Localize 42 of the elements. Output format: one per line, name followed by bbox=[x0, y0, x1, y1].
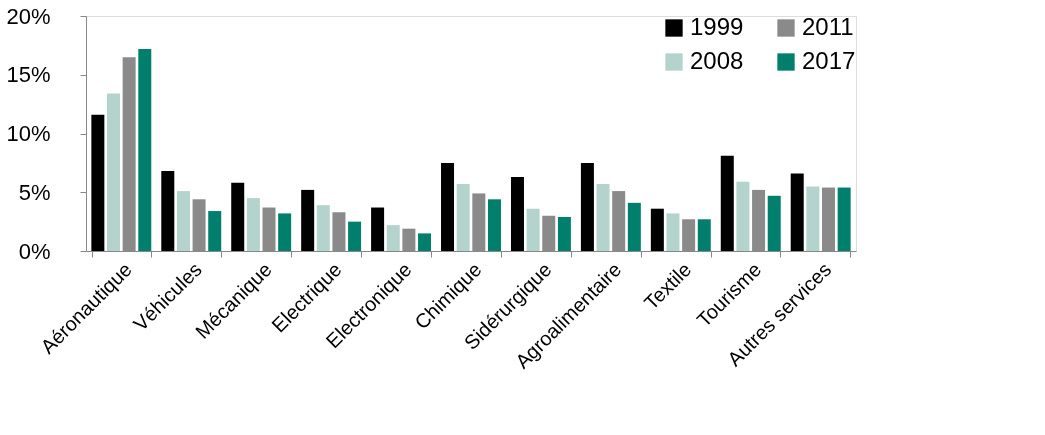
bar bbox=[580, 162, 594, 251]
bar bbox=[526, 208, 540, 251]
bar bbox=[91, 114, 105, 251]
bar bbox=[246, 198, 260, 251]
bar bbox=[386, 225, 400, 251]
bar bbox=[371, 207, 385, 251]
bar bbox=[650, 208, 664, 251]
bar bbox=[208, 211, 222, 251]
bar bbox=[418, 233, 432, 251]
bar bbox=[456, 184, 470, 251]
bar bbox=[176, 191, 190, 251]
bar bbox=[596, 184, 610, 251]
bar bbox=[790, 173, 804, 251]
bar bbox=[316, 205, 330, 251]
bar bbox=[767, 195, 781, 251]
legend-label: 2011 bbox=[802, 13, 854, 40]
bar bbox=[627, 202, 641, 251]
bar bbox=[697, 219, 711, 251]
bar bbox=[487, 199, 501, 251]
y-tick-label: 10% bbox=[6, 121, 51, 146]
legend-label: 1999 bbox=[690, 13, 744, 40]
bar bbox=[557, 216, 571, 251]
bar bbox=[806, 186, 820, 251]
y-tick-label: 5% bbox=[18, 179, 51, 205]
legend-label: 2008 bbox=[690, 47, 744, 74]
bar bbox=[161, 171, 175, 251]
bar bbox=[736, 181, 750, 251]
y-tick-label: 0% bbox=[18, 238, 51, 264]
legend-label: 2017 bbox=[802, 47, 856, 74]
bar bbox=[837, 187, 851, 251]
bar bbox=[441, 162, 455, 251]
bar bbox=[666, 213, 680, 251]
bar bbox=[231, 182, 245, 251]
y-tick-label: 20% bbox=[6, 3, 51, 29]
bar bbox=[720, 155, 734, 251]
bar bbox=[510, 176, 524, 251]
bar bbox=[278, 213, 292, 251]
bar bbox=[348, 221, 362, 251]
y-tick-label: 15% bbox=[6, 62, 51, 88]
bar bbox=[107, 93, 120, 251]
bar bbox=[301, 189, 315, 251]
bar bbox=[138, 48, 152, 251]
